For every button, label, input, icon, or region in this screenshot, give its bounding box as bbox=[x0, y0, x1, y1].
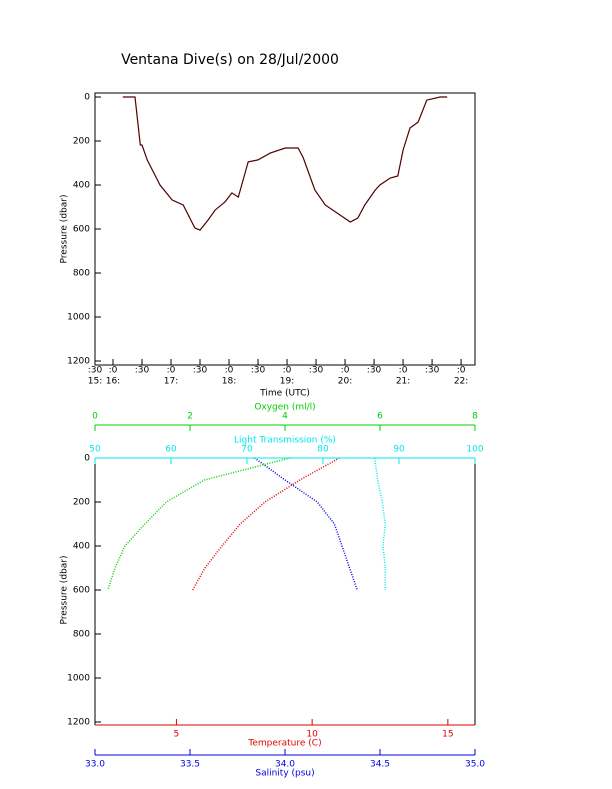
x-tick-label: :30 bbox=[135, 366, 150, 376]
y-tick-label: 1200 bbox=[67, 718, 90, 728]
x-tick-label: 33.5 bbox=[180, 760, 200, 770]
x-tick-label: 15 bbox=[442, 730, 453, 740]
x-axis-title: Temperature (C) bbox=[247, 739, 321, 749]
x-tick-label: 90 bbox=[393, 445, 405, 455]
x-tick-label: 0 bbox=[92, 412, 98, 422]
x-tick-label: 10 bbox=[306, 730, 318, 740]
x-tick-label-hour: 19: bbox=[280, 377, 294, 387]
x-tick-label: :30 bbox=[88, 366, 103, 376]
x-tick-label: :0 bbox=[341, 366, 350, 376]
x-tick-label: 50 bbox=[89, 445, 101, 455]
profile-line bbox=[254, 457, 358, 591]
x-tick-label: 6 bbox=[377, 412, 383, 422]
x-tick-label: :0 bbox=[109, 366, 118, 376]
x-tick-label-hour: 17: bbox=[164, 377, 178, 387]
y-tick-label: 600 bbox=[73, 586, 90, 596]
x-tick-label: :0 bbox=[283, 366, 292, 376]
y-tick-label: 1200 bbox=[67, 357, 90, 367]
chart-title: Ventana Dive(s) on 28/Jul/2000 bbox=[121, 52, 339, 68]
y-tick-label: 1000 bbox=[67, 313, 90, 323]
y-tick-label: 0 bbox=[84, 93, 90, 103]
x-tick-label: 34.0 bbox=[275, 760, 295, 770]
x-tick-label: :30 bbox=[193, 366, 208, 376]
x-tick-label-hour: 16: bbox=[106, 377, 120, 387]
pressure-line bbox=[122, 96, 448, 231]
y-tick-label: 400 bbox=[73, 542, 90, 552]
x-tick-label: 5 bbox=[174, 730, 180, 740]
x-tick-label: 60 bbox=[165, 445, 177, 455]
y-tick-label: 800 bbox=[73, 630, 90, 640]
x-tick-label-hour: 22: bbox=[454, 377, 468, 387]
x-tick-label: :30 bbox=[309, 366, 324, 376]
y-tick-label: 0 bbox=[84, 454, 90, 464]
x-tick-label-hour: 15: bbox=[88, 377, 102, 387]
y-axis-title: Pressure (dbar) bbox=[60, 195, 70, 264]
x-tick-label: :30 bbox=[425, 366, 440, 376]
y-tick-label: 400 bbox=[73, 181, 90, 191]
x-axis-title: Light Transmission (%) bbox=[234, 436, 336, 446]
x-tick-label: :0 bbox=[457, 366, 466, 376]
x-tick-label: 70 bbox=[241, 445, 253, 455]
y-tick-label: 200 bbox=[73, 498, 90, 508]
x-tick-label: :0 bbox=[167, 366, 176, 376]
x-tick-label: :30 bbox=[251, 366, 266, 376]
x-tick-label-hour: 20: bbox=[338, 377, 352, 387]
y-tick-label: 600 bbox=[73, 225, 90, 235]
profile-line bbox=[192, 457, 340, 591]
y-tick-label: 200 bbox=[73, 137, 90, 147]
x-axis-title: Time (UTC) bbox=[259, 389, 310, 399]
x-tick-label: 34.5 bbox=[370, 760, 390, 770]
x-tick-label: 33.0 bbox=[85, 760, 105, 770]
x-tick-label-hour: 18: bbox=[222, 377, 236, 387]
x-tick-label: 8 bbox=[472, 412, 478, 422]
x-tick-label: 100 bbox=[466, 445, 483, 455]
x-tick-label: 2 bbox=[187, 412, 193, 422]
x-tick-label: :0 bbox=[399, 366, 408, 376]
x-axis-title: Oxygen (ml/l) bbox=[254, 403, 315, 413]
x-tick-label-hour: 21: bbox=[396, 377, 410, 387]
x-axis-title: Salinity (psu) bbox=[255, 769, 314, 779]
y-axis-title: Pressure (dbar) bbox=[60, 556, 70, 625]
x-tick-label: 4 bbox=[282, 412, 288, 422]
x-tick-label: 80 bbox=[317, 445, 329, 455]
x-tick-label: 35.0 bbox=[465, 760, 485, 770]
x-tick-label: :30 bbox=[367, 366, 382, 376]
y-tick-label: 800 bbox=[73, 269, 90, 279]
x-tick-label: :0 bbox=[225, 366, 234, 376]
y-tick-label: 1000 bbox=[67, 674, 90, 684]
profile-line bbox=[107, 457, 290, 591]
